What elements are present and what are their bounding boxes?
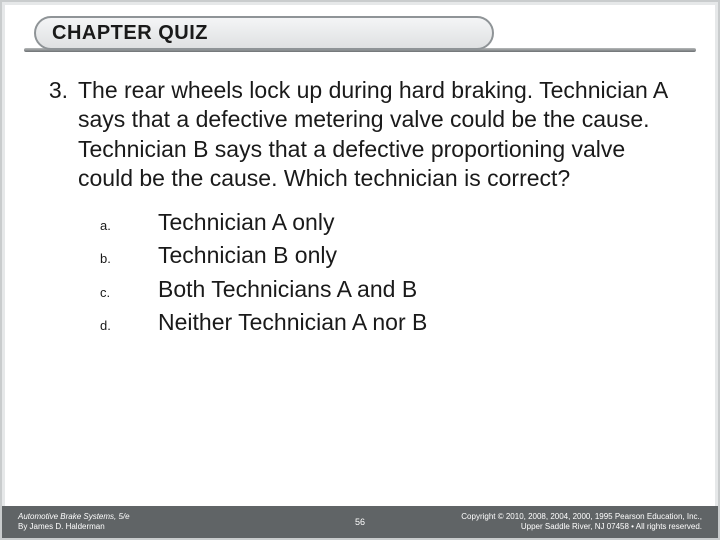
option-letter: a. xyxy=(100,218,158,233)
author: By James D. Halderman xyxy=(18,522,105,531)
footer-bar: Automotive Brake Systems, 5/e By James D… xyxy=(2,506,718,538)
option-letter: d. xyxy=(100,318,158,333)
option-text: Neither Technician A nor B xyxy=(158,308,427,337)
option-letter: c. xyxy=(100,285,158,300)
slide-container: CHAPTER QUIZ 3. The rear wheels lock up … xyxy=(0,0,720,540)
footer-left: Automotive Brake Systems, 5/e By James D… xyxy=(18,512,340,531)
option-d: d. Neither Technician A nor B xyxy=(100,308,674,337)
option-text: Technician B only xyxy=(158,241,337,270)
book-title: Automotive Brake Systems, 5/e xyxy=(18,512,130,521)
options-list: a. Technician A only b. Technician B onl… xyxy=(100,208,674,338)
page-number: 56 xyxy=(340,517,380,527)
question-number: 3. xyxy=(46,76,78,105)
copyright-line1: Copyright © 2010, 2008, 2004, 2000, 1995… xyxy=(461,512,702,521)
question-text: The rear wheels lock up during hard brak… xyxy=(78,76,674,194)
chapter-quiz-title: CHAPTER QUIZ xyxy=(52,22,208,45)
option-c: c. Both Technicians A and B xyxy=(100,275,674,304)
option-b: b. Technician B only xyxy=(100,241,674,270)
header-bar: CHAPTER QUIZ xyxy=(24,16,696,60)
footer-right: Copyright © 2010, 2008, 2004, 2000, 1995… xyxy=(380,512,702,531)
option-text: Technician A only xyxy=(158,208,334,237)
header-tab: CHAPTER QUIZ xyxy=(34,16,494,50)
option-letter: b. xyxy=(100,251,158,266)
option-text: Both Technicians A and B xyxy=(158,275,417,304)
question-row: 3. The rear wheels lock up during hard b… xyxy=(46,76,674,194)
copyright-line2: Upper Saddle River, NJ 07458 • All right… xyxy=(521,522,702,531)
content-area: 3. The rear wheels lock up during hard b… xyxy=(46,76,674,342)
option-a: a. Technician A only xyxy=(100,208,674,237)
